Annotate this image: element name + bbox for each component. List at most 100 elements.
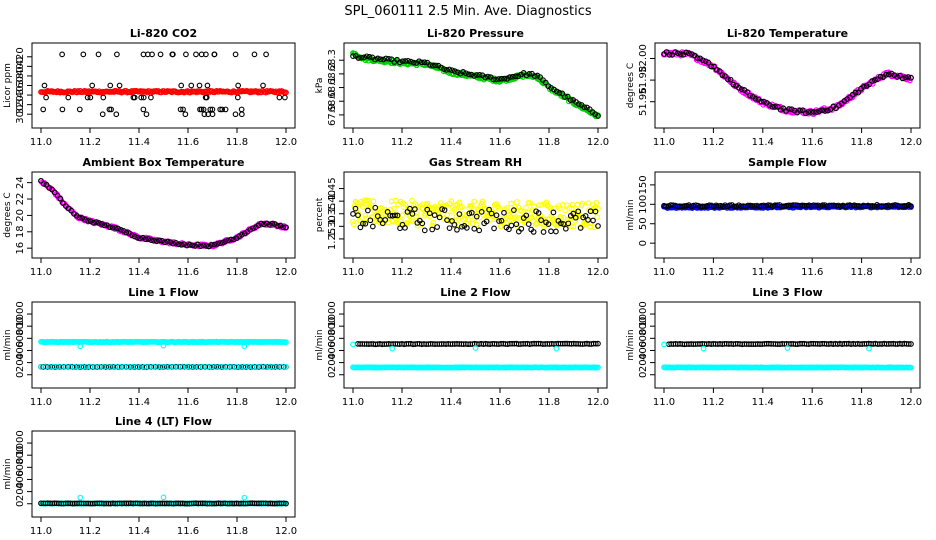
data-point xyxy=(76,106,83,113)
panel-box_temp: Ambient Box Temperature degrees C 11.0 11.2… xyxy=(3,156,297,278)
y-tick-label: 300 xyxy=(15,105,26,124)
data-point xyxy=(456,199,463,206)
y-axis-label: degrees C xyxy=(3,192,13,237)
data-point xyxy=(456,211,463,217)
data-point xyxy=(531,73,538,79)
data-point xyxy=(553,228,559,235)
data-point xyxy=(222,238,229,245)
data-point xyxy=(352,205,359,212)
data-point xyxy=(466,210,473,217)
data-point xyxy=(361,54,367,61)
x-tick-label: 12.0 xyxy=(900,397,922,408)
data-point xyxy=(382,217,389,223)
series-rh-black- xyxy=(350,204,601,235)
data-point xyxy=(661,341,667,348)
y-axis-label: degrees C xyxy=(626,63,636,108)
data-point xyxy=(491,225,497,232)
data-point xyxy=(454,69,461,76)
data-point xyxy=(686,50,692,57)
data-point xyxy=(440,66,447,72)
data-point xyxy=(501,209,507,216)
y-tick-label: 67.9 xyxy=(327,104,338,126)
x-tick-label: 11.2 xyxy=(79,137,101,148)
y-tick-label: 22 xyxy=(15,193,26,206)
data-point xyxy=(219,239,226,246)
data-point xyxy=(228,236,234,243)
data-point xyxy=(531,203,537,210)
y-tick-label: 1.45 xyxy=(327,177,338,199)
x-tick-label: 12.0 xyxy=(275,397,297,408)
y-tick-label: 52.00 xyxy=(638,44,649,73)
data-point xyxy=(234,94,241,101)
data-point xyxy=(140,51,147,58)
y-tick-label: 1.30 xyxy=(327,215,338,237)
data-point xyxy=(393,213,400,220)
data-point xyxy=(747,92,753,99)
data-point xyxy=(209,106,216,113)
data-point xyxy=(137,235,143,242)
data-point xyxy=(512,73,519,80)
x-tick-label: 11.4 xyxy=(128,526,150,537)
data-point xyxy=(46,185,53,191)
data-point xyxy=(204,82,211,89)
data-point xyxy=(197,243,204,249)
data-point xyxy=(410,59,417,66)
data-point xyxy=(108,106,114,113)
data-point xyxy=(736,84,742,91)
data-point xyxy=(211,241,218,248)
data-point xyxy=(744,89,751,95)
x-tick-label: 12.0 xyxy=(900,137,922,148)
data-point xyxy=(398,218,405,224)
data-point xyxy=(356,217,363,224)
plot-frame xyxy=(343,42,608,129)
data-point xyxy=(463,225,470,231)
data-point xyxy=(160,494,167,501)
data-point xyxy=(241,494,248,501)
x-tick-label: 11.2 xyxy=(79,267,101,278)
data-point xyxy=(738,86,745,93)
data-point xyxy=(819,107,826,114)
data-point xyxy=(547,205,554,212)
data-point xyxy=(145,236,152,242)
data-point xyxy=(468,203,475,210)
data-point xyxy=(688,51,695,57)
data-point xyxy=(724,76,731,83)
data-point xyxy=(188,82,195,89)
data-point xyxy=(392,212,398,219)
data-point xyxy=(57,195,64,202)
data-point xyxy=(142,236,149,243)
data-point xyxy=(396,59,403,66)
x-tick-label: 11.0 xyxy=(342,397,364,408)
panel-title: Li-820 Pressure xyxy=(427,27,524,40)
data-point xyxy=(203,94,210,101)
data-point xyxy=(177,106,184,113)
data-point xyxy=(523,204,529,211)
data-point xyxy=(455,221,461,228)
data-point xyxy=(54,192,61,199)
data-point xyxy=(490,213,496,220)
y-axis-label: ml/min xyxy=(315,329,325,360)
x-tick-label: 11.0 xyxy=(653,397,675,408)
data-point xyxy=(827,106,834,113)
data-point xyxy=(80,51,87,58)
x-tick-label: 11.0 xyxy=(342,137,364,148)
data-point xyxy=(200,106,207,113)
data-point xyxy=(369,223,376,230)
data-point xyxy=(553,88,560,95)
data-point xyxy=(235,82,241,89)
data-point xyxy=(545,221,552,227)
data-point xyxy=(162,239,168,246)
data-point xyxy=(905,74,912,80)
data-point xyxy=(355,55,362,61)
data-point xyxy=(263,51,269,58)
data-point xyxy=(181,241,187,248)
data-point xyxy=(536,202,542,209)
x-tick-label: 11.8 xyxy=(226,526,248,537)
data-point xyxy=(159,238,165,244)
y-axis-label: percent xyxy=(315,197,325,232)
data-point xyxy=(592,208,599,215)
data-point xyxy=(708,63,715,70)
panel-title: Line 3 Flow xyxy=(752,286,822,299)
data-point xyxy=(894,74,900,80)
data-point xyxy=(434,224,440,230)
